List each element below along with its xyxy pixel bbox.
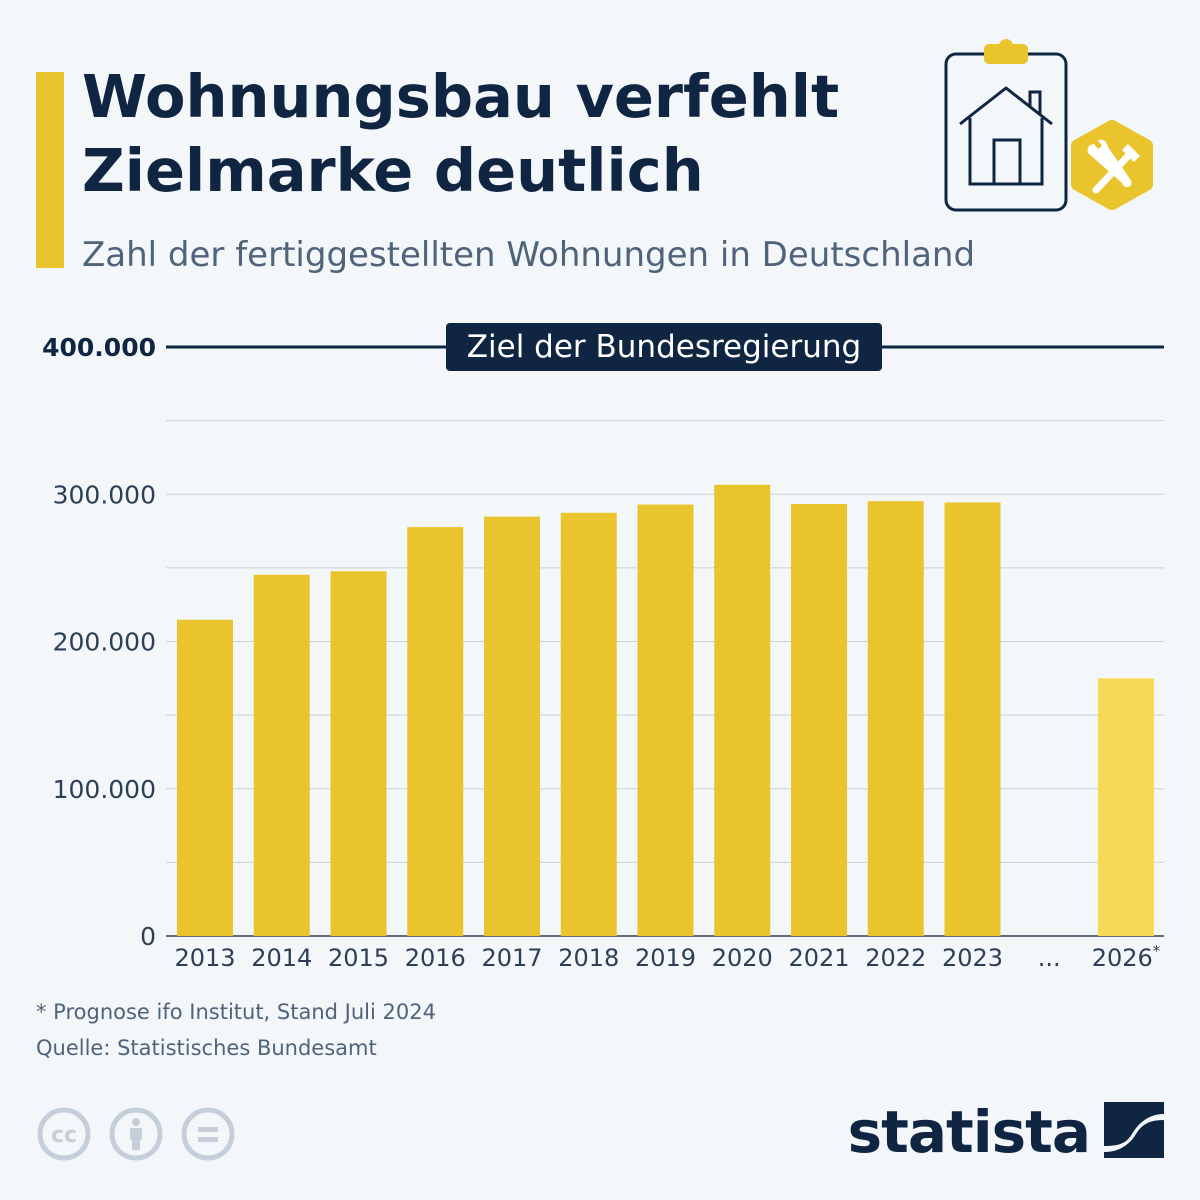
title-line-1: Wohnungsbau verfehlt (82, 62, 840, 131)
bar-2019 (637, 504, 694, 936)
chart-subtitle: Zahl der fertiggestellten Wohnungen in D… (82, 235, 976, 275)
target-line-group: Ziel der Bundesregierung (166, 323, 1164, 371)
bar-2026 (1098, 678, 1154, 936)
bar-2017 (484, 516, 540, 936)
x-tick-label: 2022 (865, 944, 926, 972)
y-tick-label: 400.000 (42, 333, 156, 362)
title-accent-bar (36, 72, 64, 268)
bar-2023 (944, 502, 1001, 936)
x-tick-label: 2016 (405, 944, 466, 972)
bar-2022 (867, 501, 924, 936)
x-tick-label: 2014 (251, 944, 312, 972)
x-tick-label: 2021 (788, 944, 849, 972)
forecast-note: * Prognose ifo Institut, Stand Juli 2024 (36, 1000, 436, 1024)
statista-brand: statista (848, 1098, 1164, 1166)
x-tick-label: ... (1038, 944, 1061, 972)
brand-name: statista (847, 1098, 1091, 1166)
cc-icon: cc (36, 1106, 92, 1162)
statista-logo-icon (1104, 1102, 1164, 1162)
y-tick-label: 300.000 (53, 480, 156, 509)
y-tick-label: 100.000 (53, 775, 156, 804)
x-tick-label: 2023 (942, 944, 1003, 972)
x-tick-label: 2019 (635, 944, 696, 972)
x-tick-label: 2015 (328, 944, 389, 972)
bar-2020 (714, 484, 771, 936)
y-tick-label: 0 (140, 922, 156, 951)
bar-2013 (177, 619, 233, 936)
target-label-background (446, 323, 882, 371)
license-icons: cc (36, 1106, 236, 1162)
bars (177, 484, 1154, 936)
svg-text:cc: cc (51, 1123, 77, 1148)
x-tick-label: 2018 (558, 944, 619, 972)
x-axis-labels: 2013 2014 2015 2016 2017 2018 2019 2020 2021 2022… (174, 942, 1160, 972)
bar-2014 (253, 574, 310, 936)
x-tick-label: 2026* (1092, 942, 1161, 972)
x-tick-label: 2020 (712, 944, 773, 972)
x-tick-label: 2013 (174, 944, 235, 972)
house-clipboard-tools-icon (930, 32, 1170, 236)
y-axis-labels: 0 100.000 200.000 300.000 400.000 (42, 333, 156, 951)
footnotes: * Prognose ifo Institut, Stand Juli 2024… (36, 1000, 436, 1072)
title-line-2: Zielmarke deutlich (82, 136, 704, 205)
y-tick-label: 200.000 (53, 628, 156, 657)
bar-2016 (407, 527, 464, 936)
x-tick-label: 2017 (481, 944, 542, 972)
no-derivatives-icon (180, 1106, 236, 1162)
bar-2021 (791, 503, 847, 936)
bar-2015 (330, 571, 387, 936)
bar-2018 (560, 512, 617, 936)
target-label: Ziel der Bundesregierung (467, 329, 861, 365)
attribution-icon (108, 1106, 164, 1162)
chart-title: Wohnungsbau verfehlt Zielmarke deutlich (82, 60, 839, 208)
source-note: Quelle: Statistisches Bundesamt (36, 1036, 377, 1060)
